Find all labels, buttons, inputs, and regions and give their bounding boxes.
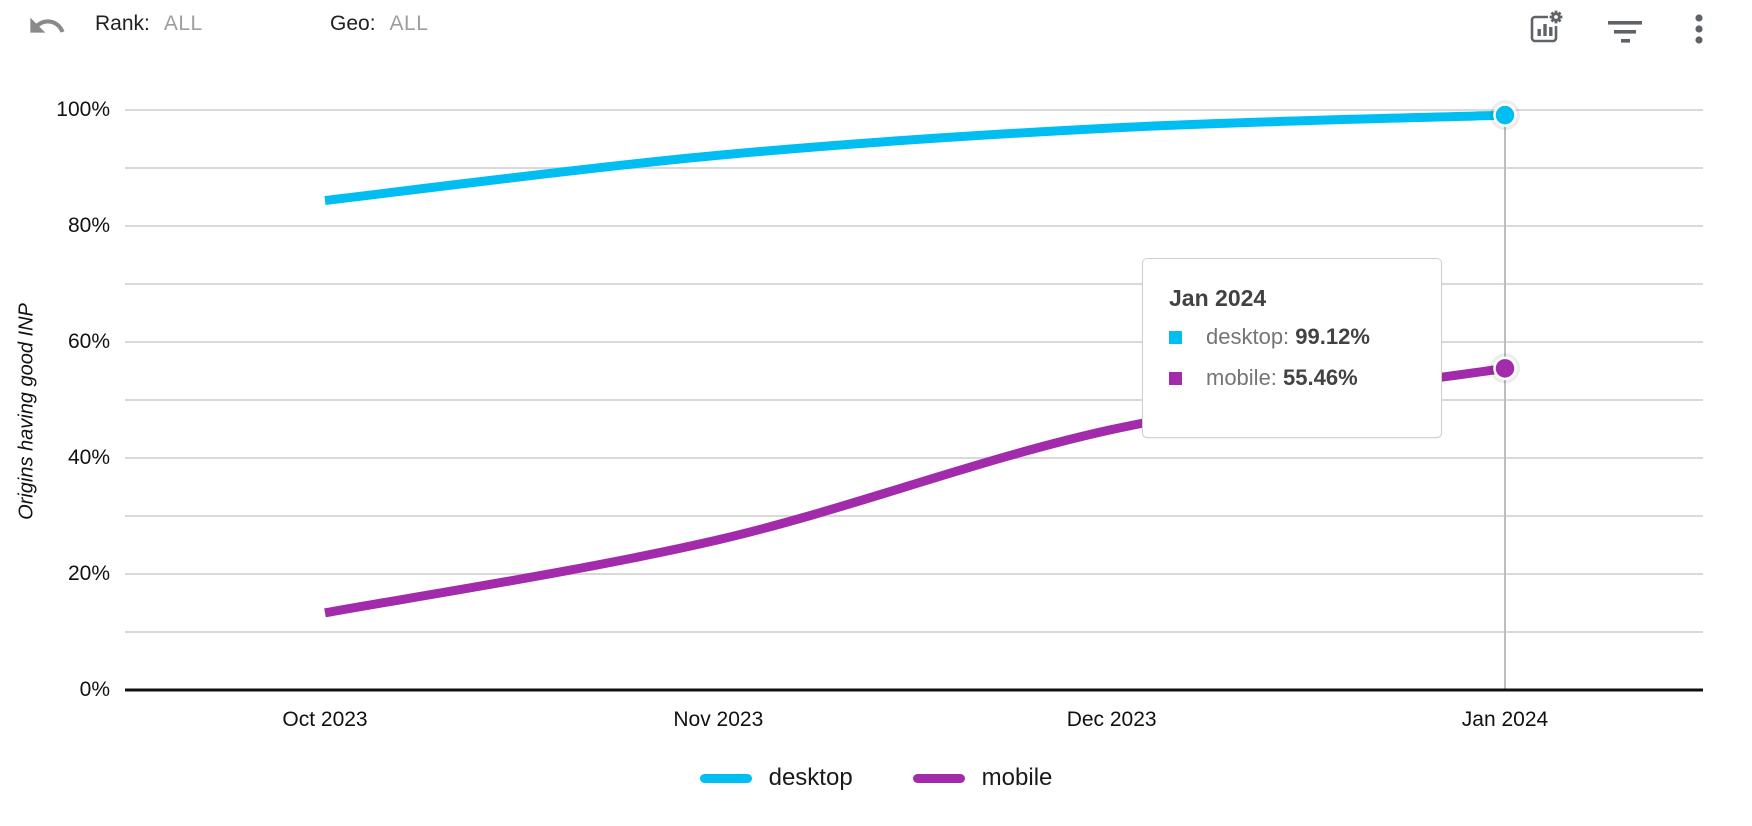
y-tick-label: 100%	[56, 98, 110, 121]
desktop-swatch-icon	[1169, 330, 1182, 344]
mobile-legend-swatch-icon	[912, 773, 965, 783]
y-tick-label: 80%	[67, 214, 110, 237]
x-tick-label: Oct 2023	[282, 708, 368, 731]
tooltip-text: mobile: 55.46%	[1206, 365, 1358, 390]
tooltip-title: Jan 2024	[1169, 285, 1267, 311]
series-line-desktop	[324, 110, 1506, 205]
x-tick-label: Jan 2024	[1461, 708, 1549, 731]
legend-item-mobile: mobile	[912, 764, 1053, 792]
x-tick-label: Dec 2023	[1066, 708, 1157, 731]
undo-icon	[27, 17, 67, 49]
y-tick-label: 0%	[79, 678, 110, 701]
chart-settings-button[interactable]	[1522, 6, 1568, 52]
toolbar: Rank: ALL Geo: ALL	[0, 0, 1752, 52]
chart-legend: desktop mobile	[0, 764, 1752, 792]
desktop-legend-swatch-icon	[699, 773, 752, 783]
y-axis-title: Origins having good INP	[15, 303, 38, 520]
legend-item-desktop: desktop	[699, 764, 853, 792]
y-tick-label: 40%	[67, 446, 110, 469]
geo-filter-value: ALL	[389, 12, 429, 35]
filter-button[interactable]	[1602, 6, 1648, 52]
geo-filter[interactable]: Geo: ALL	[330, 12, 428, 36]
legend-label: mobile	[981, 764, 1053, 791]
y-tick-label: 60%	[67, 330, 110, 353]
tooltip-row-mobile: mobile: 55.46%	[1169, 361, 1417, 395]
geo-filter-label: Geo:	[330, 12, 376, 35]
more-options-button[interactable]	[1676, 6, 1722, 52]
y-tick-label: 20%	[67, 562, 110, 585]
data-point-desktop[interactable]	[1493, 103, 1517, 127]
chart-settings-icon	[1523, 10, 1567, 53]
rank-filter-label: Rank:	[95, 12, 150, 35]
more-vert-icon	[1677, 14, 1721, 53]
legend-label: desktop	[768, 764, 853, 791]
rank-filter[interactable]: Rank: ALL	[95, 12, 203, 36]
data-point-mobile[interactable]	[1493, 356, 1517, 381]
filter-list-icon	[1603, 21, 1647, 53]
line-chart: Origins having good INP 100% 80% 60% 40% 20%…	[0, 52, 1752, 826]
tooltip-row-desktop: desktop: 99.12%	[1169, 320, 1417, 354]
tooltip-text: desktop: 99.12%	[1206, 324, 1370, 349]
plot-area[interactable]	[125, 80, 1703, 696]
x-tick-label: Nov 2023	[673, 708, 764, 731]
rank-filter-value: ALL	[163, 12, 203, 35]
chart-tooltip: Jan 2024 desktop: 99.12% mobile: 55.46%	[1142, 258, 1442, 438]
undo-button[interactable]	[26, 6, 68, 48]
mobile-swatch-icon	[1169, 371, 1182, 385]
